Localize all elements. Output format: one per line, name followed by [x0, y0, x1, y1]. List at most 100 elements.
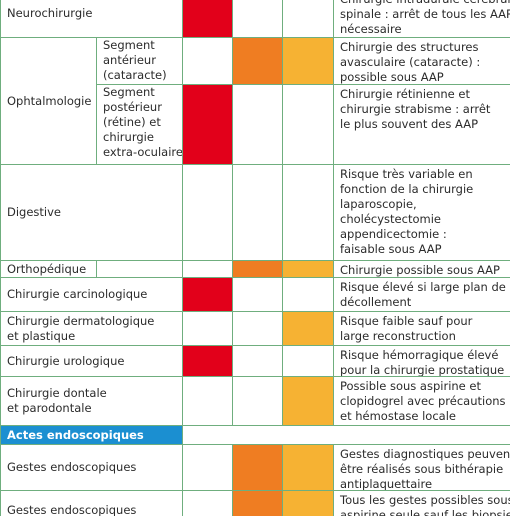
level-cell: [282, 277, 334, 312]
specialty-cell: Chirurgie dermatologique et plastique: [0, 311, 183, 346]
comment: Risque élevé si large plan de: [340, 280, 506, 294]
sub-label: chirurgie: [103, 130, 154, 144]
specialty: et plastique: [7, 328, 76, 343]
level-cell: [182, 37, 233, 85]
comment: faisable sous AAP: [340, 242, 442, 256]
level-cell: [182, 260, 233, 278]
sub-label: (rétine) et: [103, 115, 161, 129]
comment: Chirurgie rétinienne et: [340, 87, 470, 101]
level-cell: [282, 376, 334, 426]
comment: aspirine seule sauf les biopsies: [340, 508, 510, 516]
comment: Chirurgie intradurale cérébrale et: [340, 0, 510, 7]
comment: fonction de la chirurgie: [340, 182, 474, 196]
sub-cell: Segment antérieur (cataracte): [96, 37, 183, 85]
level-cell: [232, 164, 283, 261]
level-cell: [232, 376, 283, 426]
level-cell: [182, 311, 233, 346]
comment: possible sous AAP: [340, 70, 444, 84]
level-cell: [282, 311, 334, 346]
section-header: Actes endoscopiques: [0, 425, 183, 445]
level-cell: [282, 0, 334, 38]
specialty-cell: Orthopédique: [0, 260, 97, 278]
sub-label: antérieur: [103, 53, 156, 67]
comment: pour la chirurgie prostatique: [340, 363, 505, 377]
comment: Chirurgie des structures: [340, 40, 479, 54]
comment: Risque hémorragique élevé: [340, 348, 499, 362]
comment-cell: Chirurgie possible sous AAP: [333, 260, 510, 278]
level-cell: [182, 376, 233, 426]
level-cell: [182, 84, 233, 165]
comment: laparoscopie,: [340, 197, 417, 211]
level-cell: [232, 345, 283, 377]
comment: avasculaire (cataracte) :: [340, 55, 481, 69]
comment: Risque faible sauf pour: [340, 314, 473, 328]
level-cell: [282, 444, 334, 491]
comment-cell: Risque faible sauf pour large reconstruct…: [333, 311, 510, 346]
comment-cell: Risque hémorragique élevé pour la chirurg…: [333, 345, 510, 377]
specialty-cell: Digestive: [0, 164, 183, 261]
specialty: et parodontale: [7, 401, 92, 415]
comment-cell: Chirurgie des structures avasculaire (cat…: [333, 37, 510, 85]
comment-cell: Possible sous aspirine et clopidogrel ave…: [333, 376, 510, 426]
comment: appendicectomie :: [340, 227, 447, 241]
comment: Tous les gestes possibles sous: [340, 493, 510, 507]
comment: Gestes diagnostiques peuvent: [340, 447, 510, 461]
specialty-cell: Neurochirurgie: [0, 0, 183, 38]
level-cell: [282, 164, 334, 261]
level-cell: [182, 490, 233, 516]
section-title: Actes endoscopiques: [7, 427, 144, 442]
level-cell: [232, 37, 283, 85]
specialty-cell: Gestes endoscopiques: [0, 444, 183, 491]
level-cell: [182, 277, 233, 312]
specialty-cell: Chirurgie dontale et parodontale: [0, 376, 183, 426]
level-cell: [232, 277, 283, 312]
comment: Possible sous aspirine et: [340, 379, 481, 393]
specialty-cell: Chirurgie urologique: [0, 345, 183, 377]
level-cell: [282, 490, 334, 516]
specialty-cell: Gestes endoscopiques: [0, 490, 183, 516]
comment: décollement: [340, 295, 412, 309]
comment: le plus souvent des AAP: [340, 117, 479, 131]
level-cell: [182, 345, 233, 377]
sub-label: postérieur: [103, 100, 162, 114]
comment: et hémostase locale: [340, 409, 456, 423]
specialty: Ophtalmologie: [7, 93, 92, 108]
comment: être réalisés sous bithérapie: [340, 462, 504, 476]
sub-label: Segment: [103, 38, 155, 52]
comment: Risque très variable en: [340, 167, 473, 181]
level-cell: [232, 84, 283, 165]
level-cell: [232, 260, 283, 278]
level-cell: [282, 260, 334, 278]
specialty: Gestes endoscopiques: [7, 460, 137, 474]
comment: large reconstruction: [340, 329, 456, 343]
sub-label: (cataracte): [103, 68, 167, 82]
specialty-cell: Ophtalmologie: [0, 37, 97, 165]
specialty-cell: Chirurgie carcinologique: [0, 277, 183, 312]
comment-cell: Chirurgie rétinienne et chirurgie strabis…: [333, 84, 510, 165]
specialty: Gestes endoscopiques: [7, 503, 137, 516]
level-cell: [232, 444, 283, 491]
level-cell: [182, 0, 233, 38]
level-cell: [232, 0, 283, 38]
level-cell: [182, 444, 233, 491]
sub-cell: [96, 260, 183, 278]
comment: Chirurgie possible sous AAP: [340, 263, 500, 277]
level-cell: [282, 345, 334, 377]
comment: chirurgie strabisme : arrêt: [340, 102, 491, 116]
sub-cell: Segment postérieur (rétine) et chirurgie ext…: [96, 84, 183, 165]
comment: nécessaire: [340, 22, 402, 36]
level-cell: [232, 490, 283, 516]
sub-label: Segment: [103, 85, 155, 99]
level-cell: [232, 311, 283, 346]
level-cell: [282, 84, 334, 165]
specialty: Orthopédique: [7, 261, 87, 276]
specialty: Chirurgie carcinologique: [7, 287, 148, 301]
comment-cell: Risque élevé si large plan de décollement: [333, 277, 510, 312]
specialty: Digestive: [7, 205, 62, 219]
specialty: Neurochirurgie: [7, 6, 93, 20]
comment: cholécystectomie: [340, 212, 441, 226]
comment-cell: Gestes diagnostiques peuvent être réalisé…: [333, 444, 510, 491]
comment: antiplaquettaire: [340, 477, 433, 491]
comment: spinale : arrêt de tous les AAP: [340, 7, 510, 21]
